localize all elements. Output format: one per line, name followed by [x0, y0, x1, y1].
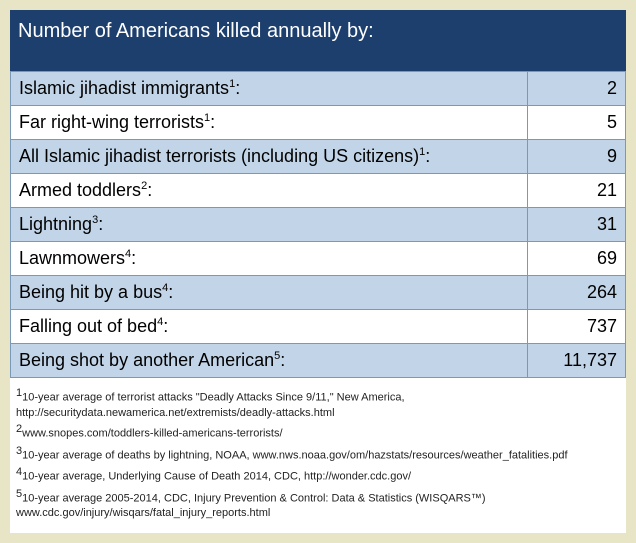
- footnote: 510-year average 2005-2014, CDC, Injury …: [16, 487, 620, 521]
- row-value-cell: 21: [527, 174, 625, 208]
- table-row: All Islamic jihadist terrorists (includi…: [11, 140, 626, 174]
- table-container: Number of Americans killed annually by: …: [10, 10, 626, 533]
- row-label-cell: Falling out of bed4:: [11, 310, 528, 344]
- row-label: Far right-wing terrorists: [19, 112, 204, 132]
- row-label: All Islamic jihadist terrorists (includi…: [19, 146, 419, 166]
- footnote-text: 10-year average of deaths by lightning, …: [22, 450, 567, 462]
- footnote-text: 10-year average, Underlying Cause of Dea…: [22, 471, 411, 483]
- row-label-cell: Lawnmowers4:: [11, 242, 528, 276]
- row-colon: :: [163, 316, 168, 336]
- row-value-cell: 9: [527, 140, 625, 174]
- row-value-cell: 69: [527, 242, 625, 276]
- footnote: 2www.snopes.com/toddlers-killed-american…: [16, 422, 620, 442]
- footnote: 110-year average of terrorist attacks "D…: [16, 386, 620, 420]
- row-label-cell: All Islamic jihadist terrorists (includi…: [11, 140, 528, 174]
- row-label-cell: Being hit by a bus4:: [11, 276, 528, 310]
- title-bar: Number of Americans killed annually by:: [10, 10, 626, 71]
- row-colon: :: [235, 78, 240, 98]
- table-row: Far right-wing terrorists1:5: [11, 106, 626, 140]
- row-label-cell: Lightning3:: [11, 208, 528, 242]
- table-row: Lightning3:31: [11, 208, 626, 242]
- footnote-text: 10-year average of terrorist attacks "De…: [16, 392, 405, 419]
- table-row: Islamic jihadist immigrants1:2: [11, 72, 626, 106]
- row-colon: :: [168, 282, 173, 302]
- footnote: 310-year average of deaths by lightning,…: [16, 444, 620, 464]
- table-row: Being hit by a bus4:264: [11, 276, 626, 310]
- row-label-cell: Armed toddlers2:: [11, 174, 528, 208]
- table-row: Falling out of bed4:737: [11, 310, 626, 344]
- row-label: Being shot by another American: [19, 350, 274, 370]
- row-value-cell: 264: [527, 276, 625, 310]
- row-label-cell: Far right-wing terrorists1:: [11, 106, 528, 140]
- row-value-cell: 11,737: [527, 344, 625, 378]
- row-label-cell: Islamic jihadist immigrants1:: [11, 72, 528, 106]
- data-table: Islamic jihadist immigrants1:2Far right-…: [10, 71, 626, 378]
- row-value-cell: 737: [527, 310, 625, 344]
- footnote: 410-year average, Underlying Cause of De…: [16, 465, 620, 485]
- row-value-cell: 2: [527, 72, 625, 106]
- row-label: Lightning: [19, 214, 92, 234]
- row-label: Islamic jihadist immigrants: [19, 78, 229, 98]
- row-colon: :: [98, 214, 103, 234]
- row-label: Falling out of bed: [19, 316, 157, 336]
- footnote-text: www.snopes.com/toddlers-killed-americans…: [22, 428, 282, 440]
- table-row: Lawnmowers4:69: [11, 242, 626, 276]
- row-colon: :: [131, 248, 136, 268]
- page-title: Number of Americans killed annually by:: [18, 20, 374, 42]
- table-row: Being shot by another American5:11,737: [11, 344, 626, 378]
- row-colon: :: [425, 146, 430, 166]
- row-colon: :: [147, 180, 152, 200]
- row-value-cell: 31: [527, 208, 625, 242]
- row-label-cell: Being shot by another American5:: [11, 344, 528, 378]
- footnote-text: 10-year average 2005-2014, CDC, Injury P…: [16, 493, 486, 520]
- row-label: Armed toddlers: [19, 180, 141, 200]
- footnotes-block: 110-year average of terrorist attacks "D…: [10, 378, 626, 533]
- row-label: Lawnmowers: [19, 248, 125, 268]
- row-colon: :: [210, 112, 215, 132]
- table-row: Armed toddlers2:21: [11, 174, 626, 208]
- row-label: Being hit by a bus: [19, 282, 162, 302]
- row-value-cell: 5: [527, 106, 625, 140]
- row-colon: :: [280, 350, 285, 370]
